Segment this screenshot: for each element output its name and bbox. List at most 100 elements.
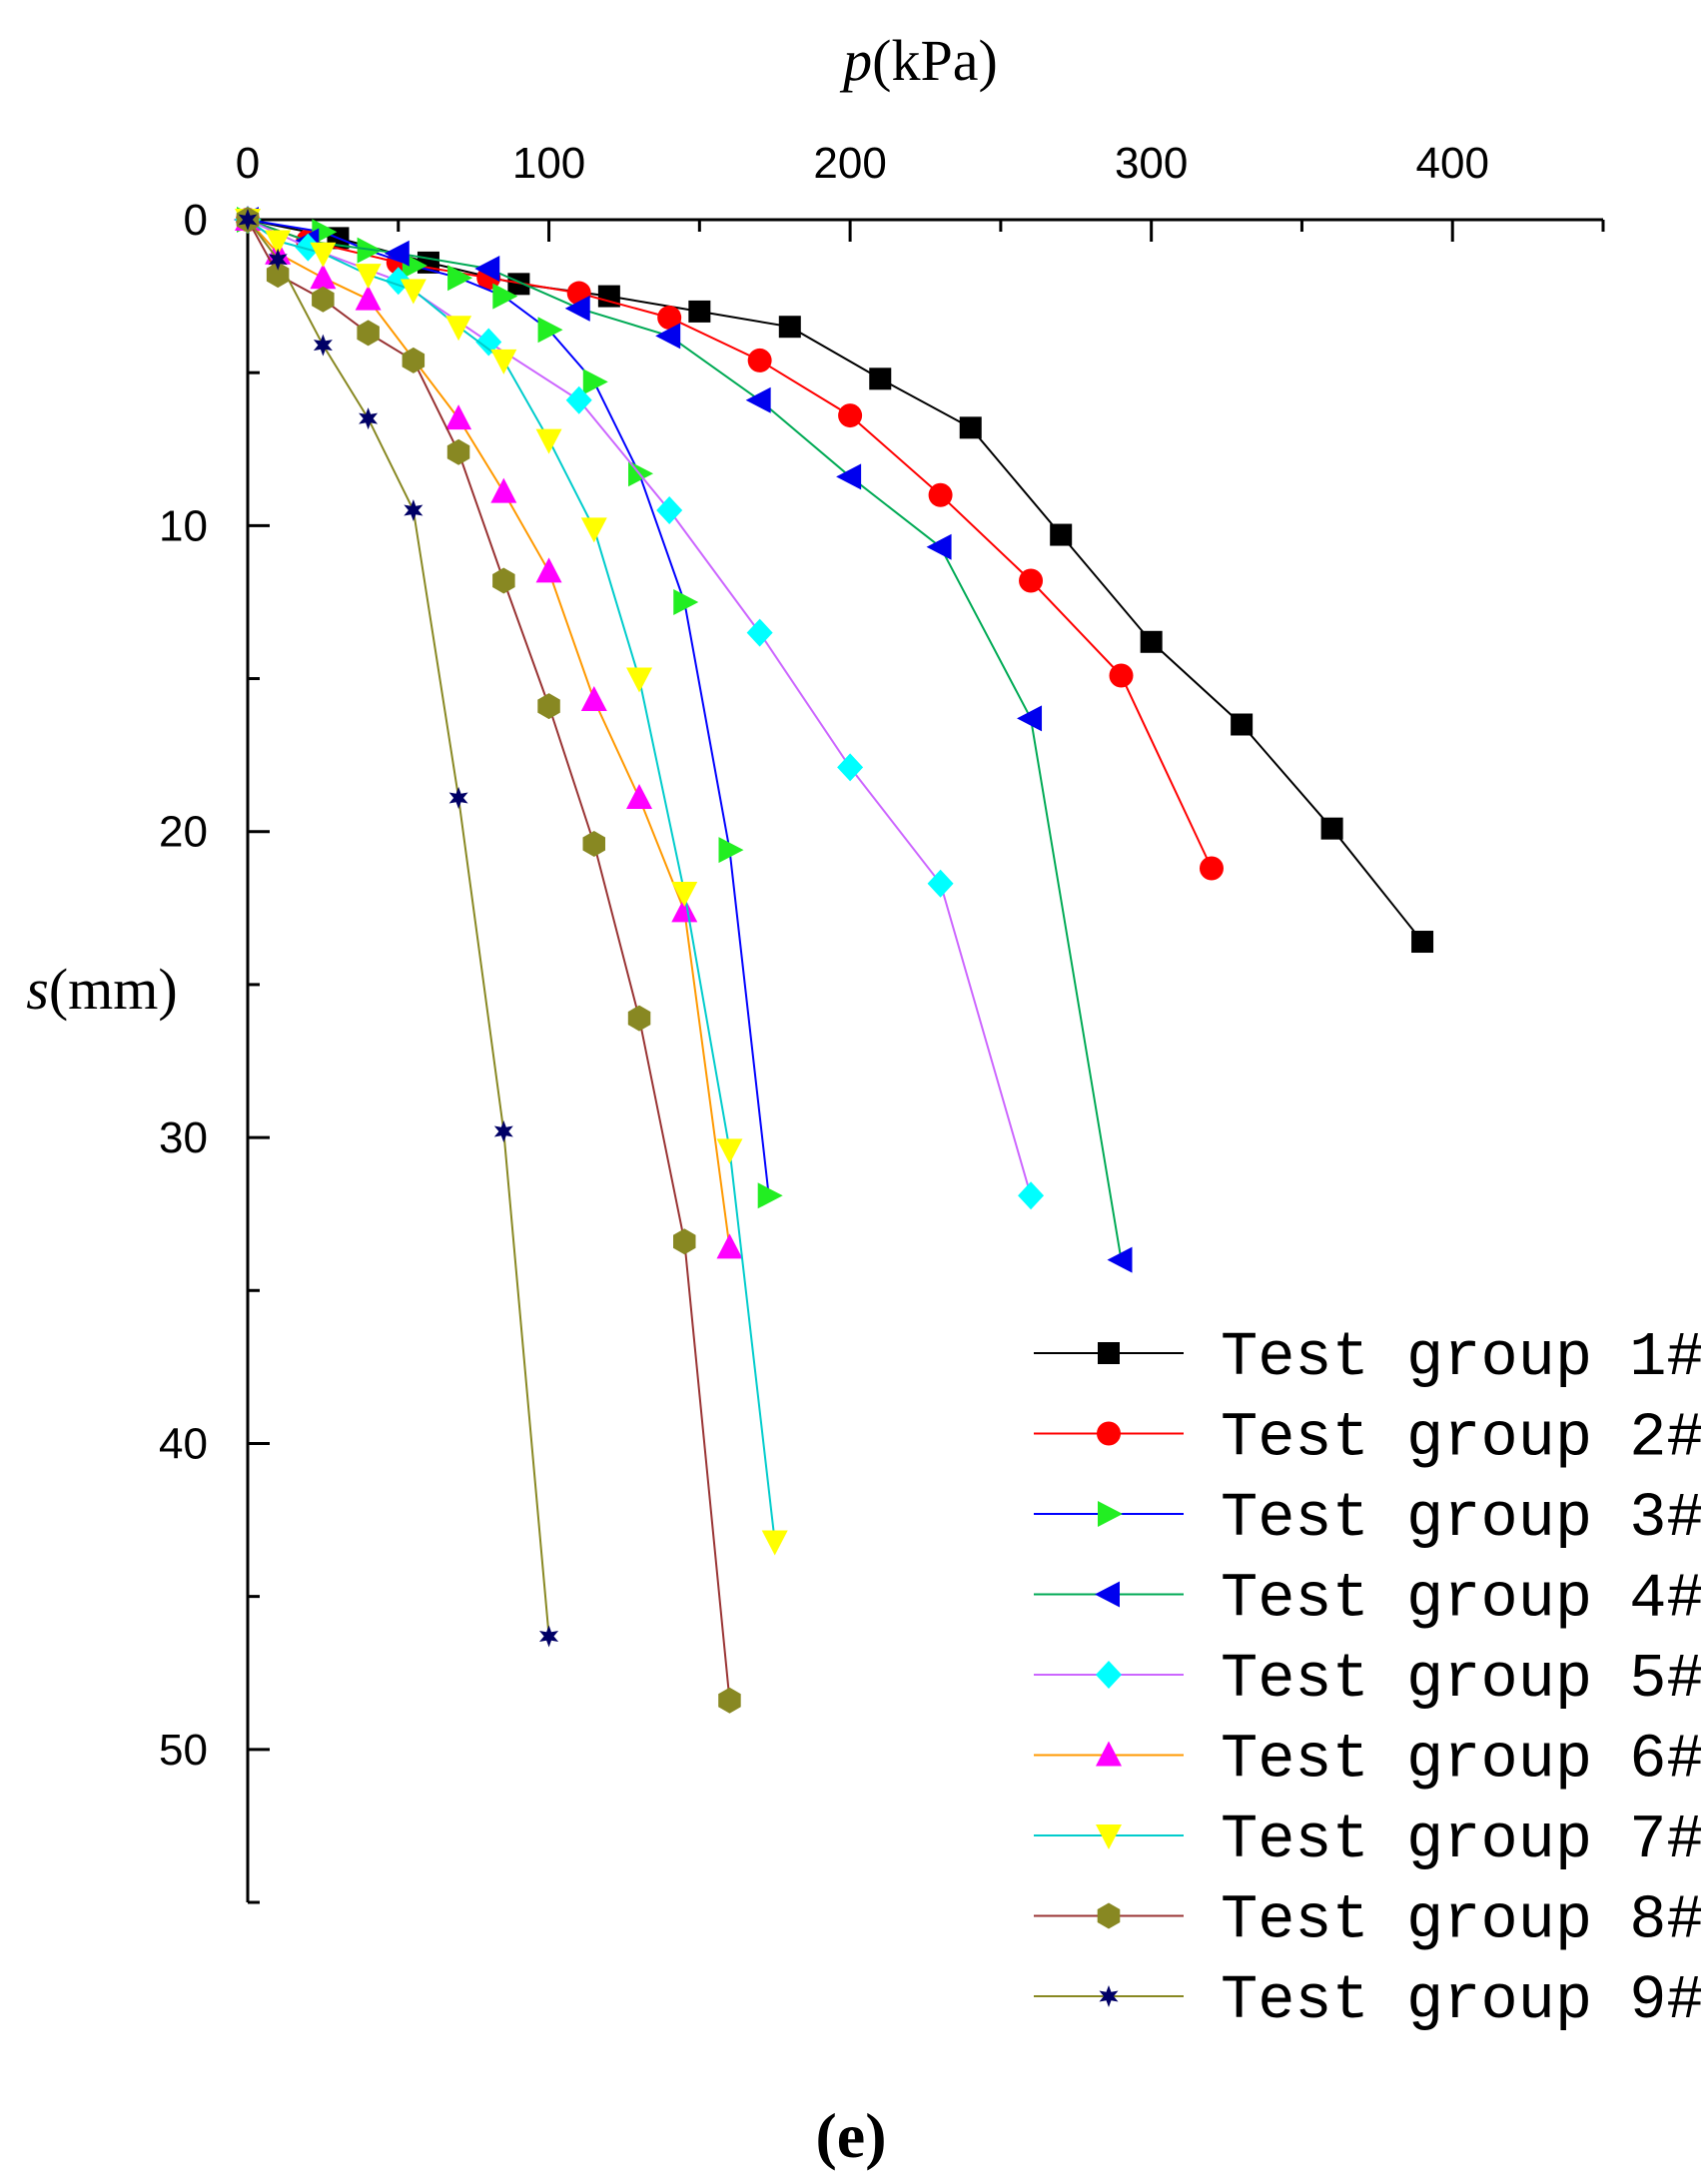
series-line [247, 219, 731, 1701]
legend-label: Test group 2# [1221, 1403, 1701, 1474]
data-point [959, 416, 982, 439]
data-point [580, 685, 607, 711]
data-point [1411, 931, 1434, 954]
legend-label: Test group 6# [1221, 1725, 1701, 1796]
legend-item: Test group 8# [1034, 1885, 1701, 1956]
data-point [757, 1182, 783, 1209]
data-point [626, 667, 653, 693]
legend-item: Test group 3# [1034, 1483, 1701, 1554]
legend-marker [1095, 1581, 1120, 1608]
data-point [718, 1687, 741, 1714]
data-point [238, 209, 258, 231]
data-point [447, 265, 473, 292]
series-line [247, 219, 1032, 1196]
data-point [655, 323, 681, 350]
legend-item: Test group 2# [1034, 1403, 1701, 1474]
legend-item: Test group 7# [1034, 1805, 1701, 1875]
legend-label: Test group 5# [1221, 1644, 1701, 1715]
series-line [247, 219, 550, 1637]
legend-marker [1097, 1421, 1121, 1446]
data-point [688, 300, 711, 323]
y-axis-title-var: s [26, 957, 49, 1022]
data-point [869, 367, 892, 390]
data-point [671, 897, 698, 923]
legend-marker [1098, 1342, 1120, 1364]
x-axis-title-var: p [839, 28, 872, 93]
data-point [718, 837, 744, 864]
data-point [716, 1138, 743, 1164]
data-point [597, 285, 620, 308]
series-8 [236, 207, 741, 1714]
data-point [537, 317, 563, 344]
data-point [671, 882, 698, 907]
data-point [535, 557, 562, 583]
data-point [1018, 1181, 1045, 1210]
legend-label: Test group 9# [1221, 1965, 1701, 2036]
data-point [837, 753, 864, 782]
data-point [1231, 713, 1254, 736]
series-line [247, 219, 1423, 943]
series-5 [235, 206, 1045, 1210]
data-point [838, 403, 863, 428]
data-point [295, 233, 322, 262]
series-4 [234, 207, 1133, 1273]
data-point [355, 264, 382, 290]
legend-marker [1098, 1501, 1123, 1527]
data-point [673, 588, 699, 615]
data-point [359, 407, 379, 430]
data-point [564, 295, 590, 322]
y-tick-label: 0 [184, 196, 208, 245]
y-tick-label: 20 [159, 808, 208, 857]
legend-marker [1096, 1741, 1122, 1767]
data-point [673, 1228, 696, 1255]
data-point [492, 283, 518, 310]
data-point [539, 1625, 559, 1648]
data-point [745, 386, 771, 413]
legend-label: Test group 1# [1221, 1322, 1701, 1393]
data-point [1199, 856, 1224, 881]
legend-label: Test group 4# [1221, 1564, 1701, 1635]
data-point [1019, 568, 1044, 593]
series-line [247, 219, 776, 1542]
series-6 [235, 206, 743, 1259]
data-point [746, 618, 773, 647]
data-point [1109, 663, 1134, 688]
data-point [778, 316, 801, 339]
data-point [492, 567, 515, 594]
data-point [490, 349, 517, 374]
y-tick-label: 40 [159, 1419, 208, 1468]
legend-marker [1097, 1902, 1121, 1929]
data-point [446, 438, 470, 465]
data-point [761, 1530, 788, 1556]
data-point [400, 279, 426, 305]
data-point [445, 404, 472, 430]
x-tick-label: 200 [813, 139, 886, 188]
data-point [747, 348, 772, 372]
y-tick-label: 10 [159, 501, 208, 550]
data-point [580, 517, 607, 543]
series-line [247, 219, 1213, 869]
series-1 [237, 209, 1434, 954]
x-tick-label: 0 [236, 139, 260, 188]
data-point [927, 869, 954, 898]
x-axis-title-unit: (kPa) [872, 28, 998, 93]
y-axis-title: s(mm) [26, 957, 177, 1022]
data-point [537, 693, 560, 720]
data-point [582, 368, 608, 395]
series-line [247, 219, 731, 1248]
data-point [445, 316, 472, 342]
data-point [448, 787, 468, 809]
data-point [656, 496, 683, 525]
legend-item: Test group 9# [1034, 1965, 1701, 2036]
series-line [247, 219, 1123, 1260]
data-point [490, 477, 517, 503]
data-point [928, 482, 953, 507]
data-point [355, 285, 382, 311]
axes: 0 100 200 300 400 0 10 20 30 40 50 [159, 139, 1605, 1904]
data-point [1140, 630, 1163, 653]
series-7 [235, 209, 788, 1556]
y-tick-label: 30 [159, 1113, 208, 1162]
data-point [716, 1233, 743, 1259]
legend-marker [1096, 1824, 1122, 1849]
legend-marker [1099, 1985, 1119, 2007]
